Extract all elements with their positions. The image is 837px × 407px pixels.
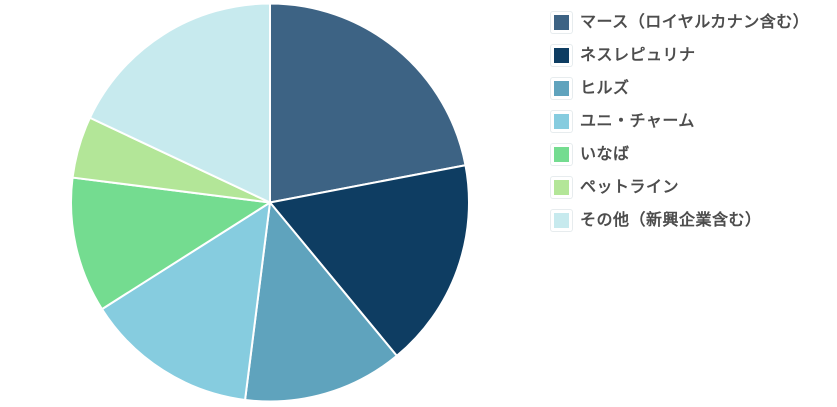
pie-slice-0[interactable]: [269, 2, 467, 204]
legend-label: ヒルズ: [580, 80, 630, 97]
pie-slice-6[interactable]: [88, 2, 271, 204]
legend-item-hills[interactable]: ヒルズ: [551, 78, 809, 99]
legend-swatch: [551, 210, 572, 231]
legend-label: ユニ・チャーム: [580, 113, 695, 130]
legend-item-unicharm[interactable]: ユニ・チャーム: [551, 111, 809, 132]
chart-legend: マース（ロイヤルカナン含む） ネスレピュリナ ヒルズ ユニ・チャーム いなば ペ…: [551, 12, 809, 231]
legend-item-others[interactable]: その他（新興企業含む）: [551, 210, 809, 231]
legend-item-petline[interactable]: ペットライン: [551, 177, 809, 198]
pie-slice-4[interactable]: [70, 176, 271, 311]
legend-swatch: [551, 45, 572, 66]
legend-label: その他（新興企業含む）: [580, 212, 762, 229]
pie-chart: [70, 2, 470, 403]
legend-label: いなば: [580, 146, 630, 163]
legend-swatch: [551, 177, 572, 198]
legend-item-inaba[interactable]: いなば: [551, 144, 809, 165]
legend-label: ネスレピュリナ: [580, 47, 696, 64]
pie-slice-3[interactable]: [100, 201, 271, 401]
legend-item-mars[interactable]: マース（ロイヤルカナン含む）: [551, 12, 809, 33]
legend-swatch: [551, 78, 572, 99]
legend-swatch: [551, 144, 572, 165]
legend-label: ペットライン: [580, 179, 680, 196]
legend-swatch: [551, 111, 572, 132]
legend-item-nestle-purina[interactable]: ネスレピュリナ: [551, 45, 809, 66]
pie-slice-1[interactable]: [269, 164, 470, 357]
legend-swatch: [551, 12, 572, 33]
pie-slice-2[interactable]: [244, 201, 398, 403]
legend-label: マース（ロイヤルカナン含む）: [580, 14, 810, 31]
